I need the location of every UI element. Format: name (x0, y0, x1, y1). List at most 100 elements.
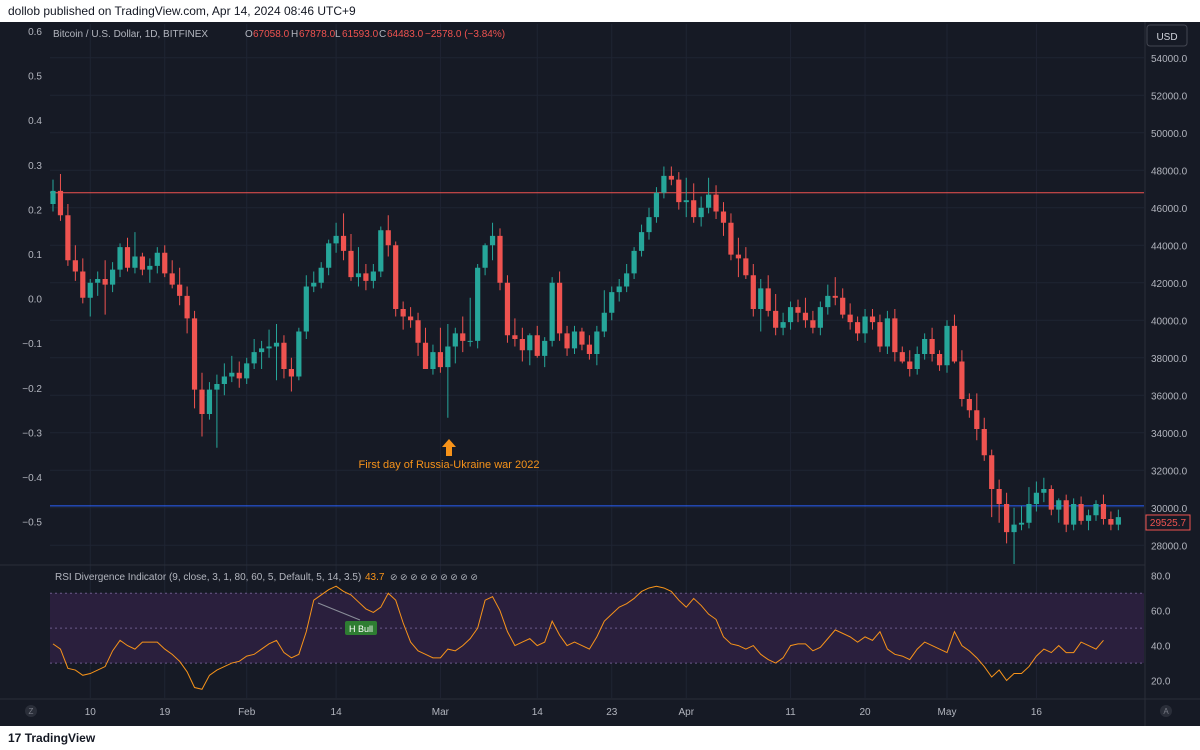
candle-up[interactable] (475, 267, 481, 341)
candle-up[interactable] (132, 256, 138, 268)
candle-down[interactable] (102, 279, 108, 285)
candle-up[interactable] (527, 335, 533, 351)
candle-up[interactable] (661, 175, 667, 193)
candle-down[interactable] (72, 260, 78, 272)
candle-down[interactable] (288, 369, 294, 377)
candle-down[interactable] (564, 333, 570, 349)
candle-down[interactable] (437, 352, 443, 368)
candle-down[interactable] (765, 288, 771, 311)
candle-down[interactable] (408, 316, 414, 321)
candle-up[interactable] (862, 316, 868, 334)
candle-down[interactable] (534, 335, 540, 356)
candle-down[interactable] (869, 316, 876, 323)
candle-up[interactable] (110, 269, 116, 285)
candle-up[interactable] (601, 312, 607, 332)
candle-up[interactable] (87, 282, 93, 298)
tradingview-logo[interactable]: TradingView (24, 731, 96, 745)
candle-up[interactable] (638, 232, 645, 251)
candle-down[interactable] (892, 318, 898, 353)
candle-up[interactable] (296, 331, 302, 377)
candle-up[interactable] (1033, 492, 1039, 504)
candle-up[interactable] (1011, 524, 1017, 533)
candle-down[interactable] (586, 344, 592, 354)
candle-up[interactable] (914, 354, 920, 369)
candle-up[interactable] (445, 346, 451, 368)
candle-down[interactable] (877, 322, 883, 347)
candle-up[interactable] (326, 243, 332, 268)
candle-down[interactable] (177, 284, 183, 296)
candle-up[interactable] (825, 295, 831, 308)
candle-up[interactable] (355, 273, 362, 278)
candle-up[interactable] (616, 286, 622, 293)
candle-up[interactable] (653, 192, 660, 218)
candle-down[interactable] (907, 361, 913, 370)
candle-up[interactable] (430, 352, 436, 369)
candle-down[interactable] (579, 331, 585, 345)
rsi-line[interactable] (52, 585, 1104, 690)
candle-up[interactable] (683, 200, 689, 203)
candle-up[interactable] (311, 282, 317, 287)
candle-down[interactable] (773, 310, 779, 328)
candle-up[interactable] (758, 288, 764, 309)
candle-down[interactable] (557, 282, 563, 334)
candle-down[interactable] (199, 389, 205, 414)
candle-down[interactable] (929, 339, 935, 354)
candle-down[interactable] (1108, 519, 1114, 525)
candle-down[interactable] (124, 247, 131, 268)
candle-down[interactable] (422, 342, 429, 369)
candle-up[interactable] (944, 325, 950, 366)
candle-up[interactable] (206, 389, 213, 414)
candle-down[interactable] (1078, 504, 1084, 521)
candle-down[interactable] (1100, 504, 1107, 519)
candle-down[interactable] (348, 250, 354, 278)
candle-down[interactable] (191, 318, 198, 390)
candle-down[interactable] (504, 282, 511, 336)
candle-up[interactable] (251, 352, 257, 364)
candle-down[interactable] (497, 235, 503, 283)
candle-up[interactable] (273, 342, 280, 347)
candle-up[interactable] (318, 267, 324, 283)
candle-down[interactable] (899, 352, 905, 362)
candle-down[interactable] (80, 271, 86, 298)
candle-up[interactable] (244, 363, 250, 379)
candle-up[interactable] (489, 235, 496, 246)
candle-down[interactable] (415, 320, 421, 343)
candle-up[interactable] (333, 235, 339, 244)
candle-down[interactable] (802, 312, 809, 321)
symbol-legend[interactable]: Bitcoin / U.S. Dollar, 1D, BITFINEX O 67… (53, 29, 505, 40)
candle-up[interactable] (706, 194, 712, 208)
candle-down[interactable] (840, 297, 846, 315)
candle-up[interactable] (378, 230, 384, 272)
candle-down[interactable] (720, 211, 727, 223)
candle-down[interactable] (1063, 500, 1069, 525)
candle-up[interactable] (1026, 504, 1032, 523)
auto-scale-toggle[interactable]: A (1160, 705, 1172, 717)
candle-down[interactable] (393, 245, 399, 309)
candle-up[interactable] (1018, 522, 1025, 525)
candle-down[interactable] (1004, 504, 1010, 533)
candle-down[interactable] (959, 361, 965, 400)
candle-up[interactable] (884, 318, 890, 347)
candle-down[interactable] (981, 429, 987, 456)
candle-up[interactable] (549, 282, 555, 341)
candle-up[interactable] (370, 271, 376, 281)
candle-down[interactable] (832, 295, 838, 298)
candle-up[interactable] (229, 372, 235, 377)
currency-button[interactable]: USD (1146, 24, 1188, 47)
candle-up[interactable] (467, 340, 473, 342)
candle-down[interactable] (236, 372, 242, 379)
candle-down[interactable] (713, 194, 719, 212)
candle-up[interactable] (698, 207, 704, 218)
candle-up[interactable] (1071, 504, 1077, 525)
candle-down[interactable] (460, 333, 466, 341)
candle-down[interactable] (363, 273, 369, 281)
candle-up[interactable] (452, 333, 458, 347)
candle-up[interactable] (594, 331, 600, 355)
candle-down[interactable] (139, 256, 145, 270)
candle-down[interactable] (162, 252, 168, 274)
candle-down[interactable] (810, 320, 816, 328)
candle-down[interactable] (750, 275, 756, 309)
candle-down[interactable] (795, 307, 801, 313)
candle-up[interactable] (817, 307, 823, 328)
